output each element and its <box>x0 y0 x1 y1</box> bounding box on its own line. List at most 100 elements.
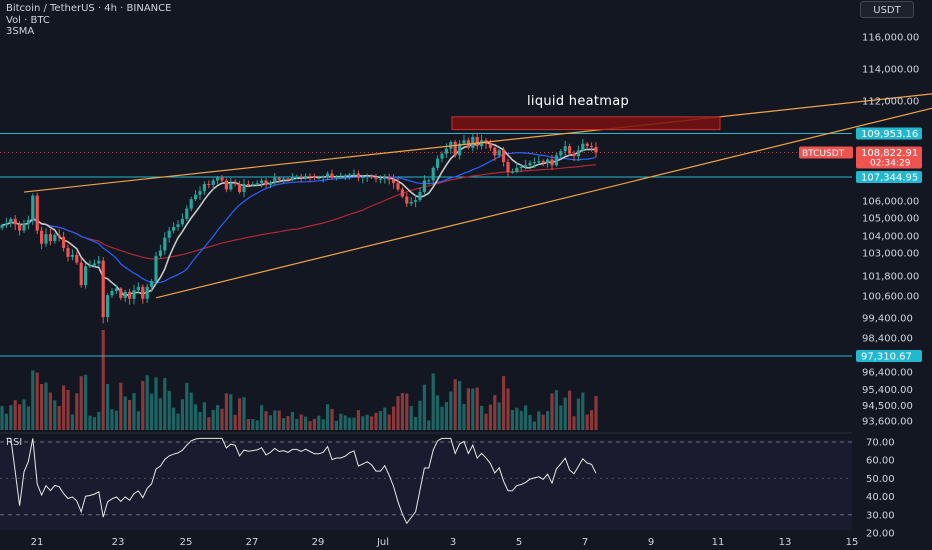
candle-body <box>356 173 360 178</box>
candle-body <box>167 230 171 238</box>
heatmap-annotation[interactable]: liquid heatmap <box>527 94 630 109</box>
time-tick-label: 5 <box>516 537 522 548</box>
volume-bar <box>383 407 387 430</box>
volume-bar <box>392 406 396 430</box>
volume-bar <box>361 416 365 430</box>
sma-fast-line <box>1 141 597 298</box>
price-axis[interactable]: 116,000.00 114,000.00 112,000.00 106,000.00… <box>862 33 919 428</box>
rsi-axis: 70.00 60.00 50.00 40.00 30.00 20.00 <box>866 438 895 540</box>
trendline-upper-resistance <box>23 93 932 193</box>
volume-bar <box>75 393 79 430</box>
candle-body <box>286 178 290 180</box>
volume-bar <box>57 406 61 430</box>
candle-body <box>400 189 404 197</box>
candle-body <box>172 227 176 231</box>
trendlines[interactable] <box>23 85 932 299</box>
candle-body <box>282 178 286 180</box>
candle-body <box>576 150 580 157</box>
candle-body <box>123 291 127 298</box>
volume-bar <box>563 397 567 430</box>
volume-bar <box>321 419 325 430</box>
candlesticks[interactable] <box>0 132 598 324</box>
time-tick-label: 9 <box>648 537 654 548</box>
candle-body <box>458 143 462 156</box>
volume-bar <box>26 406 30 430</box>
candle-body <box>198 191 202 195</box>
volume-bar <box>189 392 193 430</box>
candle-body <box>471 136 475 148</box>
volume-bar <box>466 388 470 430</box>
rsi-grid <box>0 441 852 516</box>
volume-bar <box>488 404 492 430</box>
volume-bar <box>585 414 589 430</box>
volume-bar <box>475 387 479 430</box>
candle-body <box>185 208 189 219</box>
candle-body <box>62 236 66 248</box>
candle-body <box>180 218 184 225</box>
volume-bar <box>260 405 264 430</box>
volume-bar <box>339 413 343 430</box>
candle-body <box>383 176 387 179</box>
candle-body <box>581 143 585 151</box>
volume-bar <box>238 398 242 430</box>
candle-body <box>255 183 259 185</box>
candle-body <box>387 176 391 180</box>
volume-bar <box>40 383 44 430</box>
volume-bar <box>396 396 400 430</box>
heatmap-zone[interactable] <box>451 116 721 131</box>
rsi-tick-label: 40.00 <box>866 492 895 503</box>
time-axis[interactable]: 21 23 25 27 29 Jul 3 5 7 9 11 13 15 <box>31 537 859 548</box>
candle-body <box>361 176 365 178</box>
candle-body <box>119 288 123 298</box>
volume-bar <box>224 393 228 430</box>
candle-body <box>519 166 523 168</box>
candle-body <box>392 179 396 184</box>
candle-body <box>396 183 400 190</box>
volume-bar <box>299 414 303 430</box>
rsi-indicator-label[interactable]: RSI <box>6 437 23 448</box>
volume-bar <box>154 377 158 430</box>
volume-bar <box>62 385 66 430</box>
candle-body <box>35 195 39 231</box>
volume-bar <box>440 406 444 430</box>
currency-unit-button[interactable]: USDT <box>860 1 914 18</box>
volume-bar <box>114 410 118 430</box>
candle-body <box>277 177 281 180</box>
candle-body <box>422 180 426 193</box>
candle-body <box>264 180 268 185</box>
volume-bar <box>282 418 286 430</box>
volume-bar <box>44 382 48 430</box>
volume-bar <box>493 395 497 430</box>
volume-bar <box>0 406 4 430</box>
candle-body <box>537 161 541 163</box>
candle-body <box>189 199 193 209</box>
candle-body <box>339 176 343 178</box>
time-tick-label: 21 <box>31 537 44 548</box>
price-tick-label: 93,600.00 <box>862 417 913 428</box>
horizontal-levels[interactable] <box>0 133 852 357</box>
symbol-title[interactable]: Bitcoin / TetherUS · 4h · BINANCE <box>6 3 172 14</box>
volume-bar <box>119 382 123 430</box>
volume-bar <box>317 415 321 430</box>
candle-body <box>0 225 4 228</box>
candle-body <box>488 143 492 148</box>
candle-body <box>154 255 158 281</box>
volume-bar <box>136 411 140 430</box>
volume-indicator-label[interactable]: Vol · BTC <box>6 14 50 26</box>
price-tick-label: 98,400.00 <box>862 334 913 345</box>
price-tag-box <box>856 171 922 183</box>
sma-indicator-label[interactable]: 3SMA <box>6 26 35 37</box>
candle-body <box>176 224 180 227</box>
candle-body <box>194 194 198 200</box>
candle-body <box>378 178 382 180</box>
volume-bar <box>277 410 281 430</box>
volume-bar <box>594 396 598 430</box>
candle-body <box>268 182 272 185</box>
candle-body <box>273 177 277 183</box>
volume-bar <box>590 410 594 430</box>
candle-body <box>40 230 44 244</box>
volume-bar <box>422 384 426 430</box>
volume-bar <box>405 393 409 430</box>
volume-bar <box>330 408 334 430</box>
